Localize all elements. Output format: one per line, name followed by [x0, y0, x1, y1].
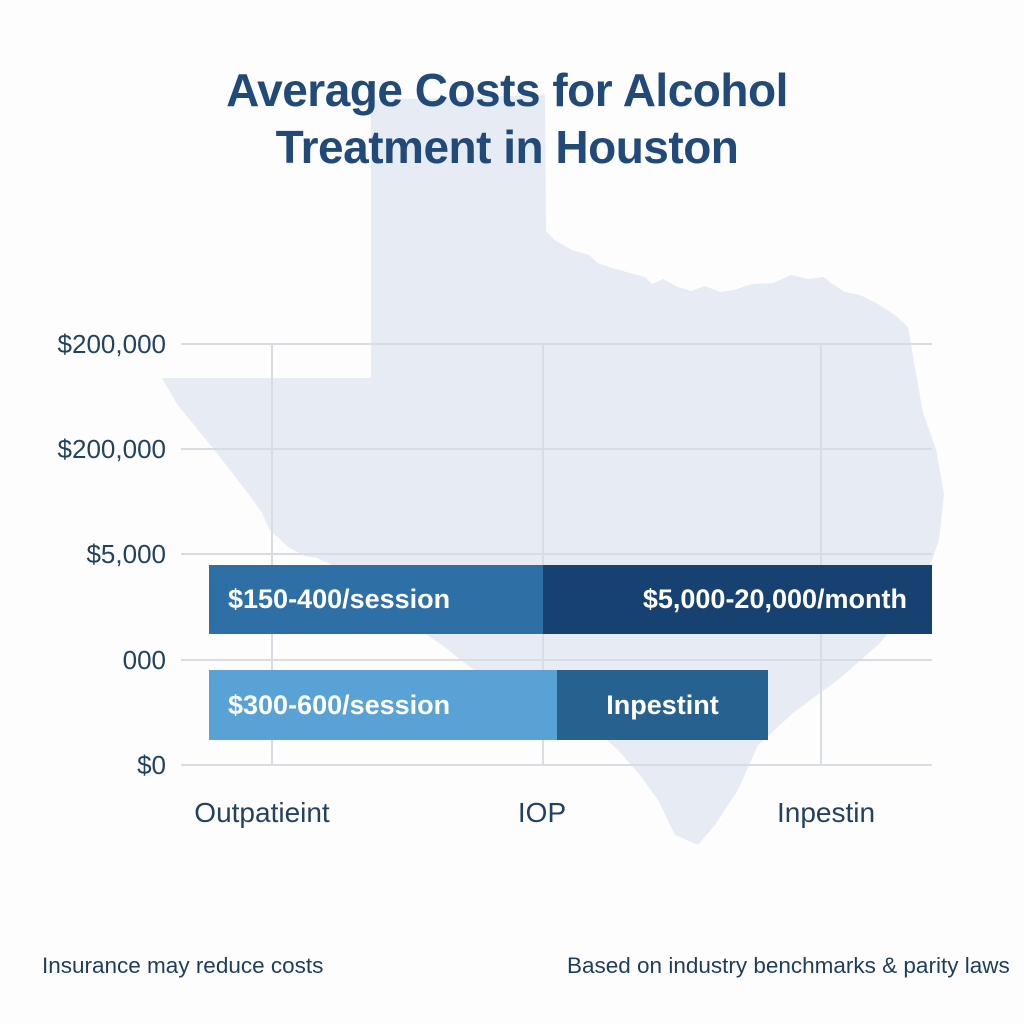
chart-title: Average Costs for Alcohol Treatment in H… — [0, 62, 1014, 176]
x-axis-label-inpatient: Inpestin — [776, 797, 876, 828]
y-axis-tick-4: 000 — [122, 645, 166, 675]
bar-segment-inpatient-monthly-cost: $5,000-20,000/month — [543, 565, 932, 634]
bar-segment-label: $5,000-20,000/month — [642, 584, 907, 614]
footnote-benchmarks: Based on industry benchmarks & parity la… — [567, 953, 1010, 978]
gridline-horizontal-1 — [181, 343, 932, 345]
chart-title-line-2: Treatment in Houston — [275, 121, 739, 174]
texas-outline-shape — [162, 95, 944, 845]
bar-segment-iop-session-cost: $300-600/session — [209, 670, 557, 740]
gridline-horizontal-2 — [181, 448, 932, 450]
bar-segment-label: Inpestint — [606, 689, 719, 720]
gridline-vertical-1 — [271, 344, 273, 765]
gridline-vertical-2 — [542, 344, 544, 765]
chart-title-line-1: Average Costs for Alcohol — [226, 64, 788, 116]
gridline-horizontal-5 — [181, 764, 932, 766]
y-axis-tick-2: $200,000 — [57, 434, 166, 464]
bar-segment-outpatient-cost: $150-400/session — [209, 565, 543, 634]
gridline-horizontal-3 — [181, 553, 932, 555]
x-axis-label-iop: IOP — [517, 797, 567, 828]
y-axis-tick-5: $0 — [137, 750, 166, 780]
x-axis-label-outpatient: Outpatieint — [194, 797, 330, 828]
y-axis-tick-1: $200,000 — [57, 329, 166, 359]
bar-row-upper: $150-400/session $5,000-20,000/month — [209, 565, 932, 634]
y-axis-tick-3: $5,000 — [86, 539, 166, 569]
bar-segment-label: $300-600/session — [228, 689, 451, 720]
bar-row-lower: $300-600/session Inpestint — [209, 670, 768, 740]
bar-segment-inpatient: Inpestint — [557, 670, 768, 740]
bar-segment-label: $150-400/session — [228, 584, 451, 614]
footnote-insurance: Insurance may reduce costs — [42, 953, 324, 978]
gridline-horizontal-4 — [181, 659, 932, 661]
gridline-vertical-3 — [820, 344, 822, 765]
